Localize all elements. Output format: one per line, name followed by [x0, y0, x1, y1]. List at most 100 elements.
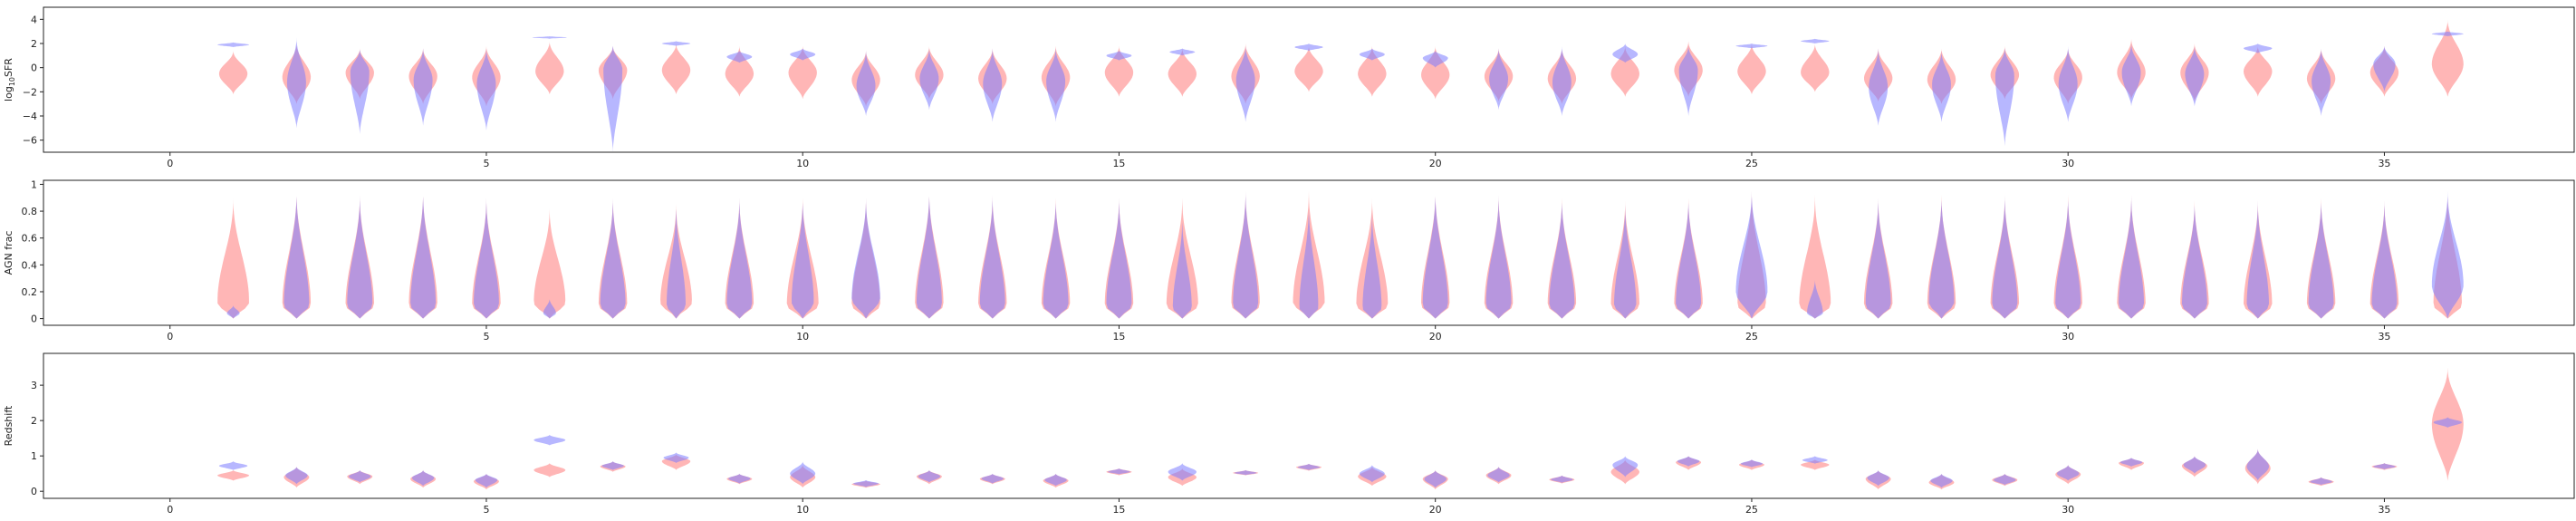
violin-s1-28 — [1930, 473, 1953, 488]
y-tick-label: 3 — [31, 380, 37, 391]
x-tick-label: 10 — [796, 504, 809, 516]
violin-s1-30 — [2055, 195, 2081, 319]
y-axis-label: AGN frac — [3, 231, 14, 275]
x-tick-label: 0 — [167, 504, 173, 516]
x-tick-label: 35 — [2378, 504, 2390, 516]
violin-s1-26 — [1802, 456, 1828, 464]
violin-s1-2 — [285, 466, 308, 485]
x-tick-label: 5 — [483, 504, 489, 516]
violin-s1-27 — [1867, 469, 1889, 487]
violin-s0-16 — [1168, 48, 1197, 97]
violin-s1-19 — [1362, 211, 1382, 319]
violin-s1-1 — [218, 461, 248, 470]
violin-s1-1 — [217, 42, 249, 47]
x-tick-label: 20 — [1429, 158, 1442, 169]
violin-s1-11 — [853, 479, 879, 487]
violin-s1-9 — [726, 51, 753, 63]
violin-s1-25 — [1735, 190, 1768, 319]
violin-s1-18 — [1297, 463, 1321, 470]
violin-s1-11 — [856, 51, 876, 116]
x-tick-label: 30 — [2062, 158, 2074, 169]
violin-s0-25 — [1737, 43, 1766, 94]
violin-s1-3 — [350, 49, 370, 135]
violin-s1-20 — [1422, 190, 1448, 319]
x-tick-label: 0 — [167, 331, 173, 343]
violin-s0-1 — [217, 198, 249, 319]
y-tick-label: 0.8 — [22, 206, 38, 217]
violin-s1-25 — [1735, 43, 1768, 49]
axes-frame — [43, 352, 2575, 499]
violin-s1-22 — [1549, 198, 1575, 319]
x-tick-label: 25 — [1745, 504, 1758, 516]
violin-s1-4 — [410, 190, 437, 319]
y-tick-label: 2 — [31, 38, 37, 50]
violin-s1-15 — [1106, 51, 1132, 61]
violin-s1-5 — [476, 48, 496, 130]
violin-s1-29 — [1994, 473, 2016, 486]
y-tick-label: 1 — [31, 450, 37, 462]
violin-s0-19 — [1358, 45, 1387, 97]
y-tick-label: −6 — [23, 135, 37, 147]
violin-s1-30 — [2058, 45, 2078, 122]
violin-s1-36 — [2431, 31, 2464, 36]
violin-s0-18 — [1294, 45, 1323, 92]
violin-s1-9 — [726, 198, 753, 319]
violin-s1-35 — [2373, 45, 2396, 92]
y-tick-label: 0 — [31, 314, 37, 325]
violin-s1-6 — [533, 434, 566, 446]
violin-s1-4 — [411, 469, 435, 487]
axes-frame — [43, 6, 2575, 153]
x-tick-label: 20 — [1429, 504, 1442, 516]
violin-s1-1 — [226, 304, 240, 319]
violin-s1-14 — [1044, 473, 1067, 487]
x-tick-label: 25 — [1745, 158, 1758, 169]
violin-s1-27 — [1865, 198, 1891, 319]
violin-s1-16 — [1169, 48, 1196, 56]
violin-s1-25 — [1740, 459, 1764, 468]
x-tick-label: 15 — [1112, 504, 1125, 516]
violin-s1-3 — [347, 195, 373, 319]
violin-s0-6 — [533, 208, 566, 319]
violin-s0-36 — [2431, 19, 2464, 97]
violin-s1-6 — [543, 298, 556, 319]
y-tick-label: −4 — [23, 111, 37, 122]
violin-s1-33 — [2246, 200, 2269, 319]
violin-s1-31 — [2121, 43, 2141, 107]
violin-s0-33 — [2244, 45, 2273, 97]
y-tick-label: 0.2 — [22, 286, 38, 298]
violin-s0-10 — [788, 45, 817, 100]
violin-s1-27 — [1869, 48, 1889, 126]
violin-s1-19 — [1359, 48, 1385, 61]
violin-s1-21 — [1489, 48, 1508, 111]
violin-s1-4 — [413, 48, 433, 126]
axes-frame — [43, 179, 2575, 326]
violin-s1-5 — [475, 473, 498, 488]
violin-s1-26 — [1807, 278, 1823, 319]
violin-s1-32 — [2181, 200, 2207, 319]
violin-s1-12 — [916, 190, 942, 319]
violin-s0-6 — [533, 463, 566, 478]
violin-s1-16 — [1168, 463, 1197, 481]
violin-s1-19 — [1359, 464, 1385, 483]
violin-s1-18 — [1299, 204, 1319, 319]
violin-s1-10 — [790, 48, 816, 61]
violin-s0-6 — [535, 41, 564, 94]
y-tick-label: 4 — [31, 14, 37, 25]
y-tick-label: 2 — [31, 415, 37, 427]
violin-s1-33 — [2246, 449, 2269, 481]
violin-s1-22 — [1551, 475, 1573, 483]
violin-s0-1 — [217, 469, 249, 481]
violin-s0-1 — [218, 51, 248, 94]
violin-s1-32 — [2183, 456, 2206, 474]
violin-s1-29 — [1994, 48, 2014, 147]
panel-agn-frac: 0 5 10 15 20 25 30 35 0 0.2 0.4 0.6 0.8 1 AGN frac — [3, 178, 2575, 343]
x-tick-label: 35 — [2378, 331, 2390, 343]
violin-s1-23 — [1612, 456, 1639, 478]
violin-s1-8 — [661, 41, 691, 46]
violin-s1-32 — [2185, 45, 2205, 107]
violin-s1-20 — [1424, 469, 1447, 488]
violin-s1-14 — [1046, 48, 1066, 122]
violin-s0-20 — [1421, 45, 1450, 100]
violin-s1-7 — [600, 198, 626, 319]
